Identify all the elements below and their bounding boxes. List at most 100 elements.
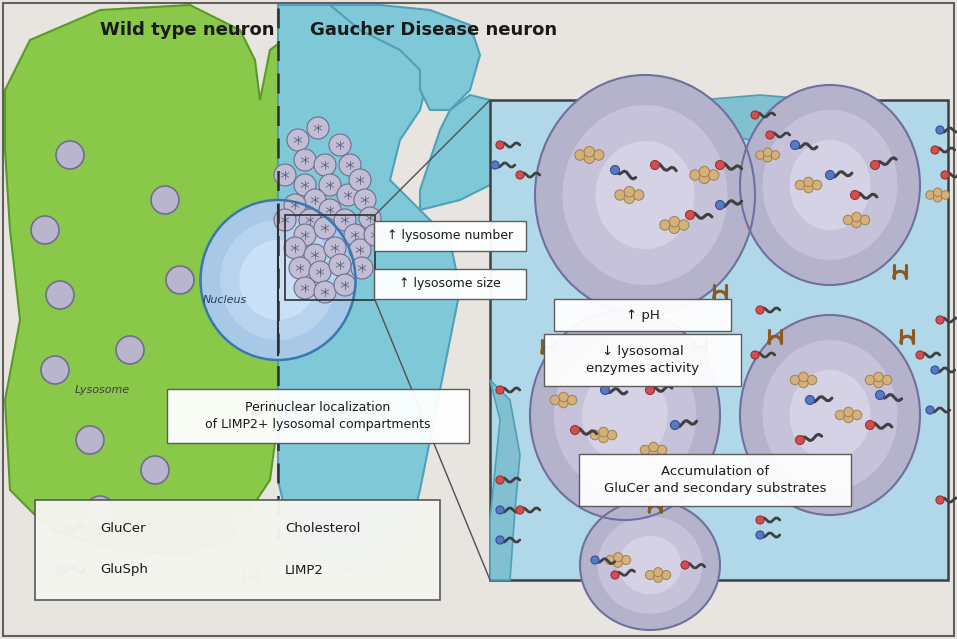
- Circle shape: [599, 433, 609, 443]
- Ellipse shape: [294, 174, 316, 196]
- Text: Nucleus: Nucleus: [203, 295, 247, 305]
- Circle shape: [806, 396, 814, 404]
- Circle shape: [852, 212, 861, 222]
- Ellipse shape: [319, 174, 341, 196]
- Ellipse shape: [294, 149, 316, 171]
- Polygon shape: [420, 95, 510, 210]
- Circle shape: [790, 375, 800, 385]
- Ellipse shape: [554, 336, 697, 494]
- Circle shape: [835, 410, 845, 420]
- Ellipse shape: [201, 200, 355, 360]
- Ellipse shape: [580, 500, 720, 630]
- Circle shape: [516, 171, 524, 179]
- Polygon shape: [5, 5, 430, 545]
- Ellipse shape: [351, 257, 373, 279]
- Circle shape: [234, 518, 246, 529]
- Circle shape: [599, 427, 609, 436]
- Text: Perinuclear localization
of LIMP2+ lysosomal compartments: Perinuclear localization of LIMP2+ lysos…: [205, 401, 431, 431]
- Circle shape: [608, 430, 616, 440]
- Ellipse shape: [76, 426, 104, 454]
- Text: Lysosome: Lysosome: [75, 385, 129, 395]
- Text: ↓ lysosomal
enzymes activity: ↓ lysosomal enzymes activity: [586, 345, 699, 375]
- Circle shape: [671, 420, 679, 429]
- Ellipse shape: [309, 261, 331, 283]
- Circle shape: [570, 426, 580, 435]
- Circle shape: [916, 351, 924, 359]
- Circle shape: [651, 160, 659, 169]
- Circle shape: [496, 141, 504, 149]
- Circle shape: [645, 571, 655, 580]
- FancyBboxPatch shape: [579, 454, 851, 506]
- Ellipse shape: [41, 356, 69, 384]
- Ellipse shape: [597, 516, 702, 613]
- Polygon shape: [680, 95, 880, 160]
- Ellipse shape: [274, 209, 296, 231]
- Circle shape: [812, 180, 822, 190]
- Circle shape: [843, 215, 853, 225]
- Circle shape: [804, 177, 813, 187]
- Circle shape: [925, 190, 934, 199]
- Ellipse shape: [563, 105, 727, 285]
- Circle shape: [550, 396, 560, 404]
- Circle shape: [679, 220, 689, 230]
- Circle shape: [611, 571, 619, 579]
- Text: ↑ lysosome size: ↑ lysosome size: [399, 277, 501, 291]
- Circle shape: [799, 378, 809, 388]
- Circle shape: [568, 396, 577, 404]
- Circle shape: [808, 375, 816, 385]
- Circle shape: [931, 146, 939, 154]
- Circle shape: [936, 126, 944, 134]
- Circle shape: [591, 556, 599, 564]
- Circle shape: [700, 173, 709, 183]
- Circle shape: [611, 166, 619, 174]
- Circle shape: [496, 386, 504, 394]
- Circle shape: [669, 217, 679, 227]
- Circle shape: [936, 496, 944, 504]
- Ellipse shape: [740, 315, 920, 515]
- Ellipse shape: [359, 207, 381, 229]
- Ellipse shape: [337, 184, 359, 206]
- Ellipse shape: [274, 164, 296, 186]
- Circle shape: [600, 385, 610, 394]
- Ellipse shape: [790, 140, 871, 230]
- Circle shape: [876, 390, 884, 399]
- Circle shape: [708, 170, 719, 180]
- Circle shape: [245, 514, 256, 526]
- Circle shape: [716, 160, 724, 169]
- FancyBboxPatch shape: [167, 389, 469, 443]
- Text: Wild type neuron: Wild type neuron: [100, 21, 275, 39]
- Circle shape: [751, 111, 759, 119]
- Circle shape: [933, 194, 942, 202]
- Ellipse shape: [304, 244, 326, 266]
- Text: GluCer: GluCer: [100, 521, 145, 534]
- Circle shape: [851, 190, 859, 199]
- Polygon shape: [278, 5, 460, 570]
- Ellipse shape: [307, 117, 329, 139]
- Ellipse shape: [314, 154, 336, 176]
- Ellipse shape: [349, 239, 371, 261]
- Ellipse shape: [220, 220, 336, 340]
- Circle shape: [624, 193, 634, 204]
- Ellipse shape: [151, 186, 179, 214]
- Circle shape: [559, 398, 568, 408]
- Circle shape: [614, 190, 625, 200]
- Circle shape: [795, 180, 805, 190]
- Circle shape: [804, 183, 813, 193]
- Circle shape: [941, 171, 949, 179]
- Circle shape: [874, 373, 883, 381]
- Circle shape: [852, 219, 861, 227]
- Circle shape: [590, 430, 600, 440]
- Circle shape: [613, 553, 623, 562]
- Ellipse shape: [530, 310, 720, 520]
- FancyBboxPatch shape: [374, 221, 526, 251]
- Polygon shape: [490, 380, 520, 580]
- Ellipse shape: [334, 209, 356, 231]
- Circle shape: [826, 171, 835, 180]
- Polygon shape: [580, 558, 700, 580]
- Ellipse shape: [618, 535, 681, 594]
- Ellipse shape: [740, 85, 920, 285]
- Circle shape: [681, 561, 689, 569]
- Circle shape: [575, 150, 586, 160]
- Circle shape: [795, 436, 805, 445]
- Circle shape: [771, 151, 780, 159]
